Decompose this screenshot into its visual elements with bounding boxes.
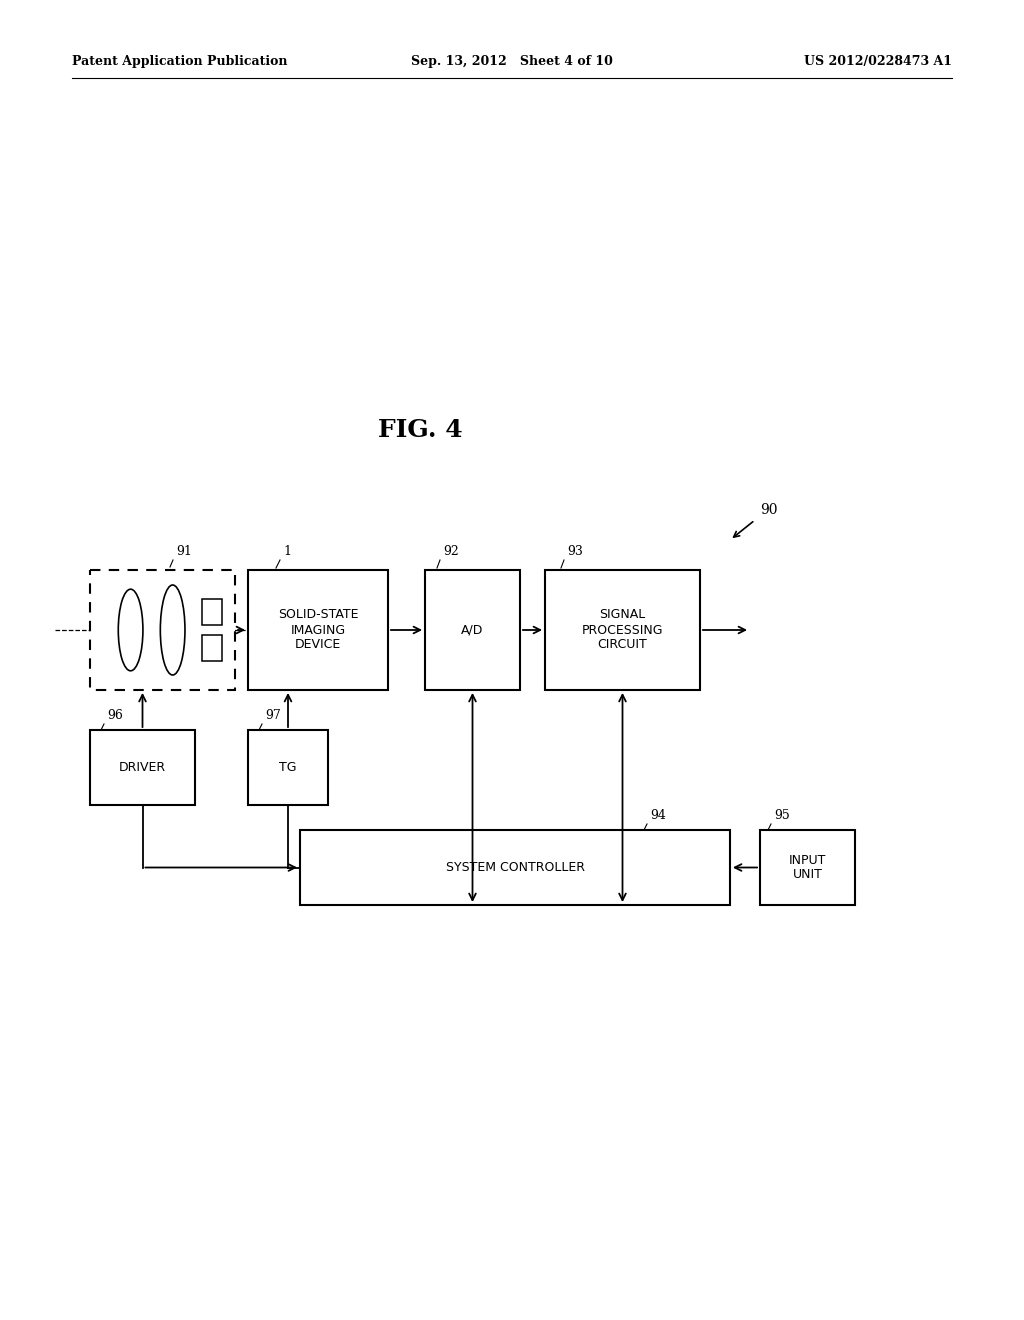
Ellipse shape	[161, 585, 185, 675]
Bar	[90, 570, 234, 690]
Bar	[248, 570, 388, 690]
Text: Sep. 13, 2012   Sheet 4 of 10: Sep. 13, 2012 Sheet 4 of 10	[411, 55, 613, 69]
Text: 1: 1	[283, 545, 291, 558]
Text: 92: 92	[443, 545, 459, 558]
Text: 90: 90	[760, 503, 777, 517]
Bar	[248, 730, 328, 805]
Text: DRIVER: DRIVER	[119, 762, 166, 774]
Bar	[425, 570, 520, 690]
Ellipse shape	[119, 589, 143, 671]
Bar	[202, 635, 222, 661]
Text: INPUT
UNIT: INPUT UNIT	[788, 854, 826, 882]
Text: US 2012/0228473 A1: US 2012/0228473 A1	[804, 55, 952, 69]
Text: 94: 94	[650, 809, 666, 822]
Bar	[202, 599, 222, 626]
Text: 96: 96	[106, 709, 123, 722]
Text: A/D: A/D	[462, 623, 483, 636]
Text: TG: TG	[280, 762, 297, 774]
Bar	[90, 730, 195, 805]
Bar	[300, 830, 730, 906]
Text: 97: 97	[265, 709, 281, 722]
Text: 91: 91	[176, 545, 191, 558]
Bar	[545, 570, 700, 690]
Bar	[760, 830, 855, 906]
Text: 93: 93	[567, 545, 583, 558]
Text: Patent Application Publication: Patent Application Publication	[72, 55, 288, 69]
Text: 95: 95	[774, 809, 790, 822]
Text: SYSTEM CONTROLLER: SYSTEM CONTROLLER	[445, 861, 585, 874]
Text: SIGNAL
PROCESSING
CIRCUIT: SIGNAL PROCESSING CIRCUIT	[582, 609, 664, 652]
Text: FIG. 4: FIG. 4	[378, 418, 462, 442]
Text: SOLID-STATE
IMAGING
DEVICE: SOLID-STATE IMAGING DEVICE	[278, 609, 358, 652]
